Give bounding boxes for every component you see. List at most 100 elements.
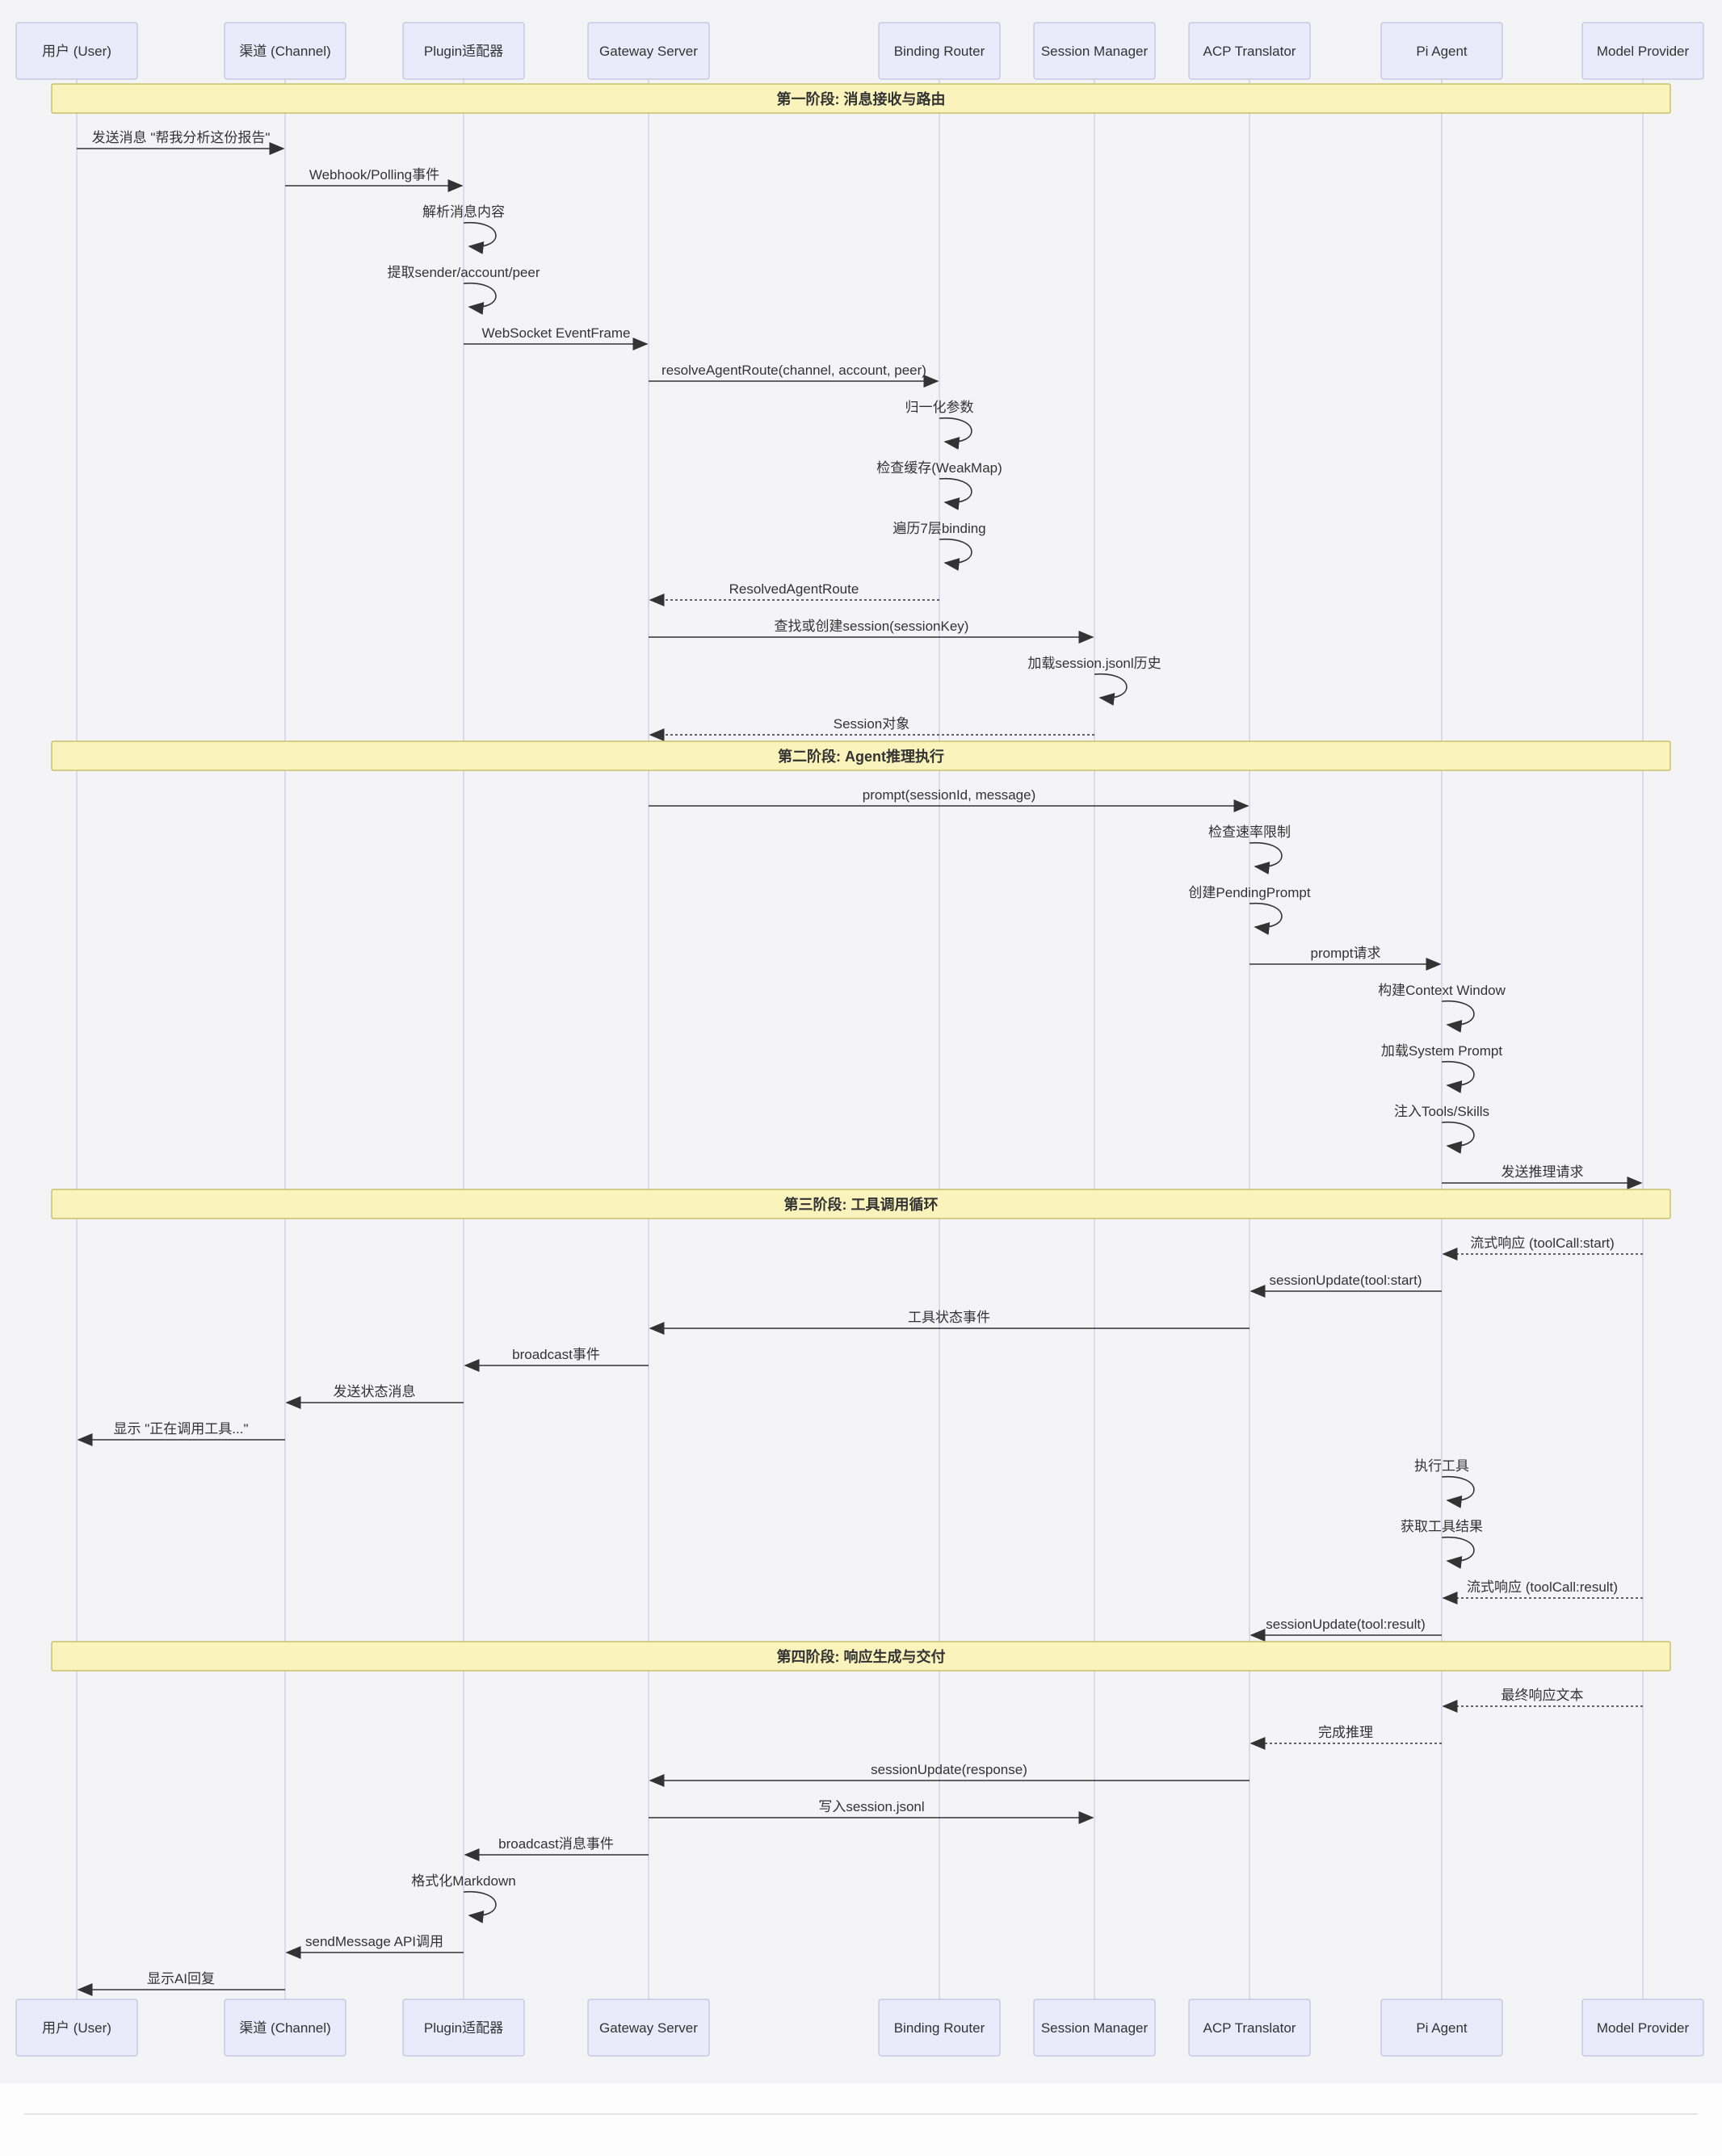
- actor-box-acp-bottom: [1188, 1999, 1311, 2057]
- actor-label-user-bottom: 用户 (User): [42, 2020, 111, 2036]
- message-label: 显示AI回复: [147, 1971, 215, 1986]
- self-message-arrow: [939, 539, 972, 571]
- message-label: 流式响应 (toolCall:start): [1470, 1235, 1615, 1251]
- phase-band-label: 第一阶段: 消息接收与路由: [777, 90, 946, 107]
- self-message-label: 归一化参数: [905, 400, 974, 415]
- message-label: resolveAgentRoute(channel, account, peer…: [662, 363, 926, 378]
- self-message-arrow: [939, 417, 972, 450]
- self-message-label: 加载System Prompt: [1381, 1043, 1502, 1059]
- self-message-arrow: [463, 1891, 497, 1923]
- message-label: 工具状态事件: [908, 1310, 990, 1325]
- self-message-arrow: [1441, 1122, 1475, 1154]
- actor-label-channel-top: 渠道 (Channel): [239, 44, 330, 59]
- self-message-arrow: [1441, 1061, 1475, 1093]
- self-message-label: 遍历7层binding: [892, 521, 985, 536]
- message-label: broadcast消息事件: [498, 1836, 614, 1852]
- actor-label-session-top: Session Manager: [1041, 44, 1149, 59]
- actor-box-user-top: [15, 22, 138, 80]
- actor-label-plugin-top: Plugin适配器: [424, 44, 503, 59]
- self-message-label: 构建Context Window: [1378, 983, 1506, 998]
- self-message-arrow: [463, 222, 497, 254]
- message-label: prompt请求: [1311, 946, 1381, 961]
- actor-label-session-bottom: Session Manager: [1041, 2020, 1149, 2036]
- message-label: Webhook/Polling事件: [309, 167, 439, 182]
- actor-label-acp-bottom: ACP Translator: [1203, 2020, 1296, 2036]
- self-message-arrow: [1441, 1476, 1475, 1508]
- actor-label-model-bottom: Model Provider: [1597, 2020, 1690, 2036]
- actor-box-channel-bottom: [224, 1999, 346, 2057]
- actor-label-acp-top: ACP Translator: [1203, 44, 1296, 59]
- actor-label-gateway-top: Gateway Server: [599, 44, 698, 59]
- message-label: 流式响应 (toolCall:result): [1467, 1579, 1618, 1595]
- actor-box-plugin-top: [402, 22, 525, 80]
- actor-label-plugin-bottom: Plugin适配器: [424, 2020, 503, 2036]
- message-label: 发送消息 "帮我分析这份报告": [92, 130, 271, 145]
- actor-label-binding-top: Binding Router: [894, 44, 985, 59]
- actor-box-gateway-bottom: [587, 1999, 710, 2057]
- message-label: 写入session.jsonl: [818, 1799, 924, 1814]
- message-label: WebSocket EventFrame: [482, 325, 631, 341]
- self-message-arrow: [1249, 903, 1283, 935]
- actor-label-binding-bottom: Binding Router: [894, 2020, 985, 2036]
- phase-band-label: 第二阶段: Agent推理执行: [778, 748, 944, 765]
- message-label: 发送状态消息: [334, 1384, 416, 1399]
- actor-label-gateway-bottom: Gateway Server: [599, 2020, 698, 2036]
- self-message-label: 执行工具: [1414, 1458, 1469, 1474]
- message-label: 发送推理请求: [1502, 1164, 1584, 1180]
- actor-box-pi-bottom: [1380, 1999, 1503, 2057]
- actor-box-binding-top: [878, 22, 1001, 80]
- self-message-arrow: [1441, 1000, 1475, 1033]
- self-message-arrow: [1094, 673, 1128, 706]
- actor-box-session-bottom: [1033, 1999, 1156, 2057]
- actor-label-model-top: Model Provider: [1597, 44, 1690, 59]
- actor-label-pi-top: Pi Agent: [1416, 44, 1468, 59]
- actor-box-model-bottom: [1581, 1999, 1704, 2057]
- message-label: prompt(sessionId, message): [863, 787, 1035, 803]
- phase-band-label: 第三阶段: 工具调用循环: [784, 1196, 939, 1213]
- phase-band: [51, 83, 1671, 114]
- self-message-label: 格式化Markdown: [411, 1873, 515, 1889]
- actor-box-pi-top: [1380, 22, 1503, 80]
- self-message-label: 解析消息内容: [422, 204, 505, 220]
- actor-box-gateway-top: [587, 22, 710, 80]
- actor-box-binding-bottom: [878, 1999, 1001, 2057]
- actor-box-user-bottom: [15, 1999, 138, 2057]
- self-message-label: 检查缓存(WeakMap): [876, 460, 1002, 476]
- actor-box-channel-top: [224, 22, 346, 80]
- phase-band: [51, 740, 1671, 771]
- self-message-arrow: [1441, 1537, 1475, 1569]
- message-label: 完成推理: [1318, 1725, 1373, 1740]
- actor-label-user-top: 用户 (User): [42, 44, 111, 59]
- self-message-label: 获取工具结果: [1401, 1519, 1483, 1534]
- phase-band: [51, 1189, 1671, 1219]
- message-label: broadcast事件: [512, 1347, 600, 1362]
- footer-background: [0, 2083, 1722, 2156]
- message-label: sessionUpdate(response): [871, 1762, 1027, 1777]
- message-label: 显示 "正在调用工具...": [114, 1421, 249, 1437]
- actor-label-pi-bottom: Pi Agent: [1416, 2020, 1468, 2036]
- self-message-arrow: [1249, 842, 1283, 875]
- self-message-label: 创建PendingPrompt: [1188, 885, 1310, 900]
- message-label: ResolvedAgentRoute: [729, 581, 859, 597]
- self-message-arrow: [939, 478, 972, 510]
- actor-box-session-top: [1033, 22, 1156, 80]
- phase-band-label: 第四阶段: 响应生成与交付: [777, 1648, 946, 1665]
- actor-label-channel-bottom: 渠道 (Channel): [239, 2020, 330, 2036]
- message-label: Session对象: [834, 716, 909, 732]
- message-label: sendMessage API调用: [305, 1934, 443, 1949]
- message-label: sessionUpdate(tool:result): [1266, 1617, 1425, 1632]
- message-label: 最终响应文本: [1502, 1688, 1584, 1703]
- diagram-background: [0, 0, 1722, 2083]
- self-message-label: 注入Tools/Skills: [1394, 1104, 1489, 1119]
- self-message-label: 提取sender/account/peer: [388, 265, 540, 280]
- actor-box-model-top: [1581, 22, 1704, 80]
- self-message-label: 检查速率限制: [1208, 824, 1291, 840]
- self-message-arrow: [463, 283, 497, 315]
- message-label: 查找或创建session(sessionKey): [775, 619, 969, 634]
- message-label: sessionUpdate(tool:start): [1270, 1273, 1422, 1288]
- actor-box-acp-top: [1188, 22, 1311, 80]
- self-message-label: 加载session.jsonl历史: [1027, 656, 1161, 671]
- phase-band: [51, 1641, 1671, 1672]
